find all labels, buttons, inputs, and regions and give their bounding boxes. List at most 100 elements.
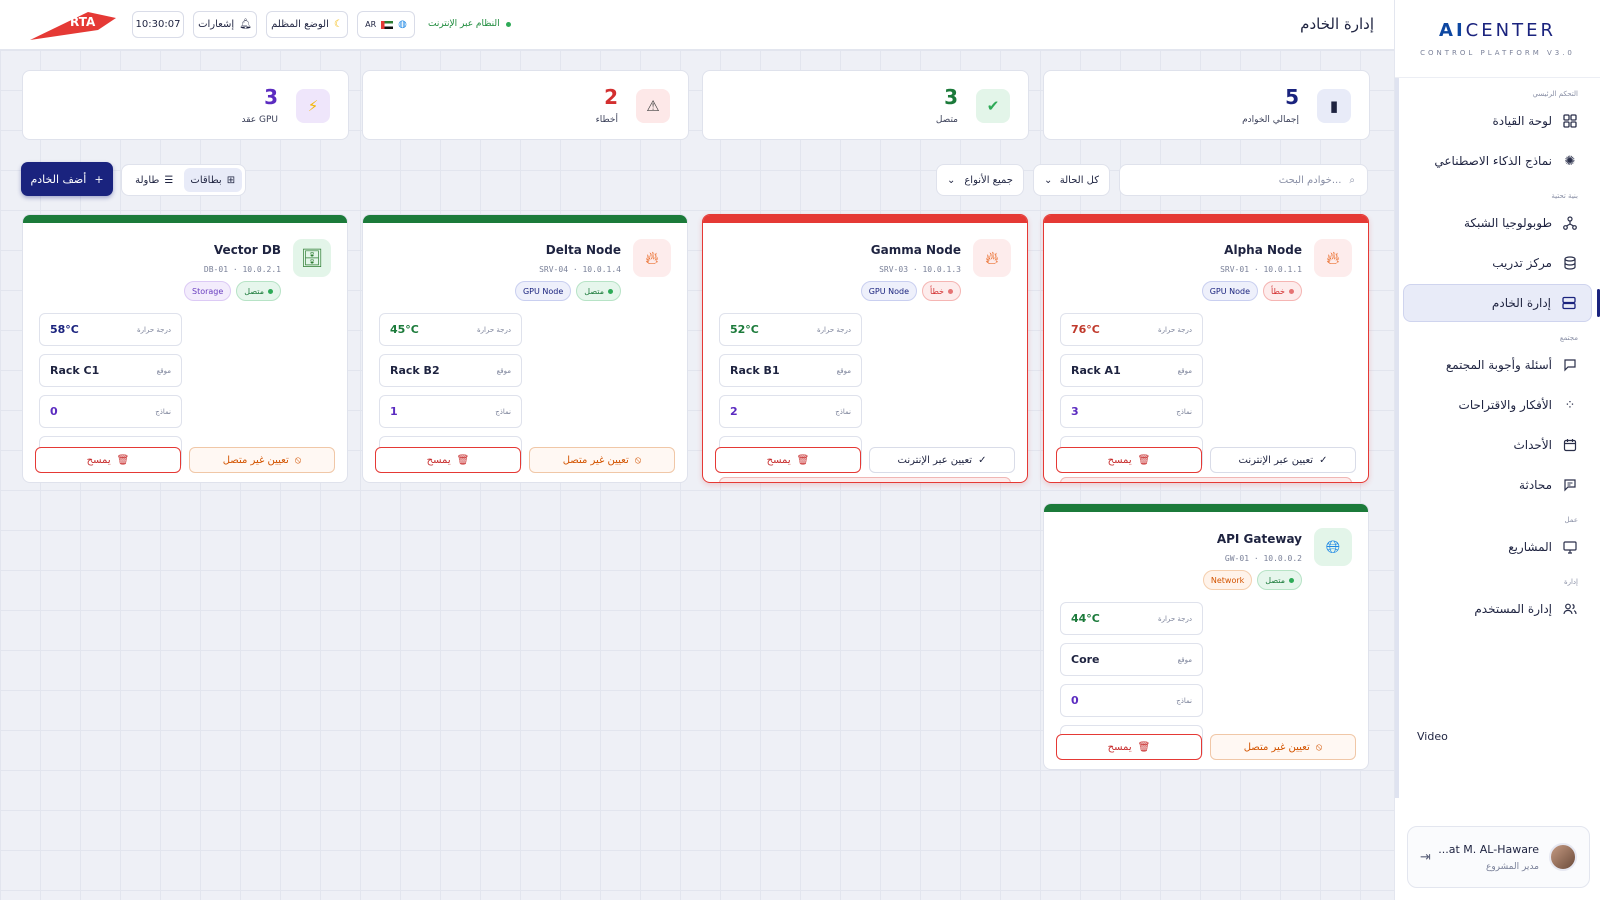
search-input[interactable]: خوادم البحث... ⌕ bbox=[1119, 164, 1368, 196]
delete-button[interactable]: يمسح 🗑︎ bbox=[1056, 734, 1202, 760]
stat-gpu-nodes: ⚡ 3 عقد GPU bbox=[22, 70, 349, 140]
badges: متصل Network bbox=[1202, 570, 1302, 590]
sidebar-item-training-center[interactable]: مركز تدريب bbox=[1403, 244, 1592, 282]
notifications-button[interactable]: إشعارات 🔔︎ bbox=[193, 11, 257, 38]
delete-label: يمسح bbox=[766, 454, 791, 466]
delete-button[interactable]: يمسح 🗑︎ bbox=[715, 447, 861, 473]
models-key: نماذج bbox=[835, 407, 851, 416]
server-card: 🗄︎ Vector DB DB-01 · 10.0.2.1 متصل Storag… bbox=[22, 214, 348, 483]
stat-label: متصل bbox=[935, 115, 958, 125]
view-cards-button[interactable]: بطاقات ⊞ bbox=[183, 168, 242, 192]
server-id: GW-01 bbox=[1224, 554, 1250, 563]
view-table-button[interactable]: طاولة ☰ bbox=[125, 168, 184, 192]
fire-icon: 🔥︎ bbox=[973, 239, 1011, 277]
status-dot bbox=[505, 21, 511, 27]
server-ip: 10.0.2.1 bbox=[242, 265, 281, 274]
set-offline-button[interactable]: تعيين غير متصل ⦸ bbox=[529, 447, 675, 473]
temperature-value: 44°C bbox=[1071, 612, 1100, 625]
location-value: Core bbox=[1071, 653, 1100, 666]
sidebar-item-projects[interactable]: المشاريع bbox=[1403, 528, 1592, 566]
type-badge: Storage bbox=[183, 281, 232, 301]
sidebar-item-label: أسئلة وأجوبة المجتمع bbox=[1445, 358, 1552, 372]
delete-button[interactable]: يمسح 🗑︎ bbox=[35, 447, 181, 473]
set-online-button[interactable]: تعيين عبر الإنترنت ✓ bbox=[1210, 447, 1356, 473]
server-id-ip: GW-01 · 10.0.0.2 bbox=[1224, 554, 1302, 563]
notifications-label: إشعارات bbox=[198, 19, 235, 30]
logout-icon[interactable]: ⇥ bbox=[1420, 849, 1431, 865]
topbar: RTA 10:30:07 إشعارات 🔔︎ الوضع المظلم ☾ AR ◍… bbox=[0, 0, 1394, 50]
set-online-label: تعيين عبر الإنترنت bbox=[1238, 454, 1314, 466]
status-filter-select[interactable]: ⌄ كل الحالة bbox=[1033, 164, 1110, 196]
status-bar bbox=[363, 215, 687, 223]
models-cell: 3 نماذج bbox=[1060, 395, 1203, 428]
sidebar-scrollbar[interactable] bbox=[1395, 78, 1399, 798]
type-badge: GPU Node bbox=[514, 281, 572, 301]
section-admin: إدارة bbox=[1563, 578, 1578, 586]
sidebar-item-server-management[interactable]: إدارة الخادم bbox=[1403, 284, 1600, 322]
delete-label: يمسح bbox=[1107, 454, 1132, 466]
status-filter-label: كل الحالة bbox=[1059, 174, 1099, 186]
sidebar: AICENTER CONTROL PLATFORM V3.0 التحكم ال… bbox=[1394, 0, 1600, 900]
set-offline-button[interactable]: تعيين غير متصل ⦸ bbox=[1210, 734, 1356, 760]
sidebar-item-dashboard[interactable]: لوحة القيادة bbox=[1403, 102, 1592, 140]
type-badge: Network bbox=[1202, 570, 1253, 590]
chevron-down-icon: ⌄ bbox=[1044, 174, 1053, 186]
set-offline-button[interactable]: تعيين غير متصل ⦸ bbox=[189, 447, 335, 473]
add-server-button[interactable]: أضف الخادم + bbox=[21, 162, 113, 196]
sidebar-item-ideas[interactable]: الأفكار والاقتراحات ⁘ bbox=[1403, 386, 1592, 424]
location-value: Rack B1 bbox=[730, 364, 780, 377]
delete-button[interactable]: يمسح 🗑︎ bbox=[375, 447, 521, 473]
status-dot bbox=[1289, 577, 1294, 583]
sidebar-item-network-topology[interactable]: طوبولوجيا الشبكة bbox=[1403, 204, 1592, 242]
set-offline-label: تعيين غير متصل bbox=[222, 454, 289, 466]
calendar-icon bbox=[1562, 437, 1578, 453]
check-icon: ✔ bbox=[976, 89, 1010, 123]
brand-logo: AICENTER CONTROL PLATFORM V3.0 bbox=[1395, 0, 1600, 78]
user-name: ...at M. AL-Haware bbox=[1438, 842, 1539, 856]
server-name: Alpha Node bbox=[1224, 243, 1302, 257]
type-filter-select[interactable]: ⌄ جميع الأنواع bbox=[936, 164, 1024, 196]
status-dot bbox=[948, 288, 953, 294]
dark-mode-toggle[interactable]: الوضع المظلم ☾ bbox=[266, 11, 348, 38]
sidebar-item-community-qa[interactable]: أسئلة وأجوبة المجتمع bbox=[1403, 346, 1592, 384]
language-switcher[interactable]: AR ◍ bbox=[357, 11, 415, 38]
status-bar bbox=[1044, 215, 1368, 223]
type-badge: GPU Node bbox=[1201, 281, 1259, 301]
avatar[interactable] bbox=[1549, 843, 1577, 871]
temperature-key: درجة حرارة bbox=[817, 325, 851, 334]
temperature-cell: 52°C درجة حرارة bbox=[719, 313, 862, 346]
server-ip: 10.0.1.4 bbox=[582, 265, 621, 274]
fire-icon: 🔥︎ bbox=[633, 239, 671, 277]
server-id-ip: SRV-03 · 10.0.1.3 bbox=[879, 265, 961, 274]
video-link[interactable]: Video bbox=[1417, 730, 1448, 743]
check-icon: ✓ bbox=[978, 454, 987, 466]
trash-icon: 🗑︎ bbox=[116, 454, 130, 466]
sidebar-item-label: محادثة bbox=[1519, 478, 1552, 492]
stat-label: عقد GPU bbox=[241, 115, 278, 125]
user-profile-card[interactable]: ⇥ ...at M. AL-Haware مدير المشروع bbox=[1407, 826, 1590, 888]
card-actions: يمسح 🗑︎ تعيين غير متصل ⦸ bbox=[1044, 734, 1368, 760]
stat-value: 3 bbox=[944, 85, 958, 109]
delete-label: يمسح bbox=[426, 454, 451, 466]
offline-alert: الخادم غير متصل — تحقق من الاتصالⓘ bbox=[719, 477, 1011, 482]
server-id-ip: DB-01 · 10.0.2.1 bbox=[203, 265, 281, 274]
check-icon: ✓ bbox=[1319, 454, 1328, 466]
models-cell: 0 نماذج bbox=[39, 395, 182, 428]
sidebar-item-chat[interactable]: محادثة bbox=[1403, 466, 1592, 504]
location-value: Rack B2 bbox=[390, 364, 440, 377]
stat-value: 5 bbox=[1285, 85, 1299, 109]
set-online-button[interactable]: تعيين عبر الإنترنت ✓ bbox=[869, 447, 1015, 473]
monitor-icon bbox=[1562, 539, 1578, 555]
sidebar-item-user-management[interactable]: إدارة المستخدم bbox=[1403, 590, 1592, 628]
sidebar-item-ai-models[interactable]: نماذج الذكاء الاصطناعي ✺ bbox=[1403, 142, 1592, 180]
view-toggle: طاولة ☰ بطاقات ⊞ bbox=[121, 164, 246, 196]
search-placeholder: خوادم البحث... bbox=[1278, 174, 1342, 186]
models-value: 0 bbox=[1071, 694, 1079, 707]
delete-button[interactable]: يمسح 🗑︎ bbox=[1056, 447, 1202, 473]
dashboard-icon bbox=[1562, 113, 1578, 129]
sidebar-item-events[interactable]: الأحداث bbox=[1403, 426, 1592, 464]
moon-icon: ☾ bbox=[333, 19, 343, 30]
status-badge: خطأ bbox=[1263, 281, 1302, 301]
ban-icon: ⦸ bbox=[634, 454, 642, 466]
